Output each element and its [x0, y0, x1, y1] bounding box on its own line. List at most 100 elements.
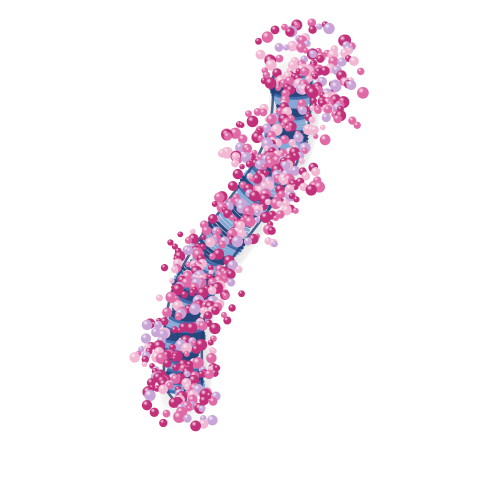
bead-highlight	[207, 286, 217, 295]
bead	[302, 47, 309, 54]
bead-highlight	[228, 304, 236, 312]
bead-highlight	[301, 171, 311, 181]
bead-highlight	[204, 369, 214, 380]
bead-highlight	[169, 343, 176, 351]
bead	[266, 114, 277, 125]
bead-highlight	[183, 350, 190, 357]
bead	[206, 352, 217, 364]
bead	[176, 327, 183, 334]
bead-highlight	[262, 71, 271, 79]
bead	[333, 114, 343, 124]
bead-highlight	[172, 363, 180, 372]
bead-highlight	[265, 158, 276, 169]
bead	[212, 248, 225, 260]
bead-highlight	[264, 198, 272, 206]
bead	[204, 369, 214, 380]
bead-highlight	[245, 146, 252, 154]
bead	[207, 264, 214, 271]
bead	[270, 25, 280, 35]
bead	[301, 171, 311, 181]
bead	[159, 418, 168, 428]
bead	[183, 350, 190, 357]
bead	[129, 352, 140, 363]
bead-highlight	[211, 306, 220, 316]
bead-highlight	[226, 269, 236, 279]
bead	[357, 86, 369, 99]
bead-highlight	[220, 311, 227, 318]
bead-highlight	[214, 192, 225, 203]
bead	[184, 236, 193, 245]
bead-highlight	[210, 348, 217, 354]
bead-highlight	[346, 80, 357, 91]
bead-highlight	[319, 124, 326, 131]
bead	[244, 216, 256, 228]
bead	[310, 125, 319, 135]
bead-highlight	[297, 105, 308, 115]
bead-highlight	[209, 322, 221, 335]
bead-highlight	[211, 200, 218, 208]
bead	[321, 112, 331, 123]
bead	[313, 133, 319, 139]
bead	[231, 159, 240, 168]
bead	[141, 361, 148, 368]
bead-highlight	[208, 252, 216, 260]
bead	[220, 311, 227, 318]
bead-highlight	[279, 176, 289, 185]
bead-highlight	[245, 110, 252, 118]
bead	[163, 359, 172, 368]
bead	[280, 160, 291, 171]
bead	[222, 292, 230, 300]
bead	[160, 264, 169, 272]
bead-highlight	[246, 115, 259, 128]
bead	[205, 237, 216, 248]
bead	[262, 123, 272, 134]
bead-highlight	[205, 237, 216, 248]
bead	[207, 214, 218, 224]
bead	[185, 247, 194, 255]
bead-highlight	[173, 411, 185, 423]
bead-highlight	[306, 86, 319, 99]
bead-highlight	[231, 159, 240, 168]
bead-highlight	[153, 320, 163, 330]
bead-highlight	[353, 121, 361, 129]
bead-highlight	[163, 359, 172, 368]
bead-highlight	[261, 164, 268, 171]
bead	[293, 132, 304, 143]
bead	[307, 18, 317, 28]
bead	[162, 409, 171, 418]
bead-highlight	[254, 209, 262, 217]
bead-highlight	[294, 22, 300, 29]
bead	[207, 339, 214, 346]
bead	[238, 290, 245, 298]
bead-highlight	[274, 42, 284, 52]
bead-highlight	[280, 160, 291, 171]
bead	[253, 108, 262, 116]
bead	[267, 226, 276, 235]
bead	[312, 73, 319, 80]
bead	[153, 320, 163, 330]
bead-highlight	[275, 54, 284, 63]
bead	[208, 269, 214, 275]
bead-highlight	[141, 355, 150, 364]
bead	[168, 397, 180, 409]
bead	[231, 235, 244, 248]
bead	[211, 306, 220, 316]
bead-highlight	[141, 361, 148, 368]
bead	[199, 243, 207, 251]
bead-highlight	[308, 25, 317, 34]
bead	[264, 77, 277, 89]
bead-highlight	[208, 269, 214, 275]
bead-highlight	[183, 414, 192, 423]
bead	[171, 355, 178, 362]
bead-highlight	[316, 54, 325, 63]
bead-highlight	[288, 192, 296, 200]
bead-highlight	[208, 397, 218, 406]
bead	[190, 420, 202, 432]
bead	[160, 317, 169, 326]
bead-highlight	[144, 389, 156, 402]
bead	[192, 357, 204, 369]
bead	[228, 304, 236, 312]
bead	[223, 316, 232, 325]
bead	[346, 80, 357, 91]
